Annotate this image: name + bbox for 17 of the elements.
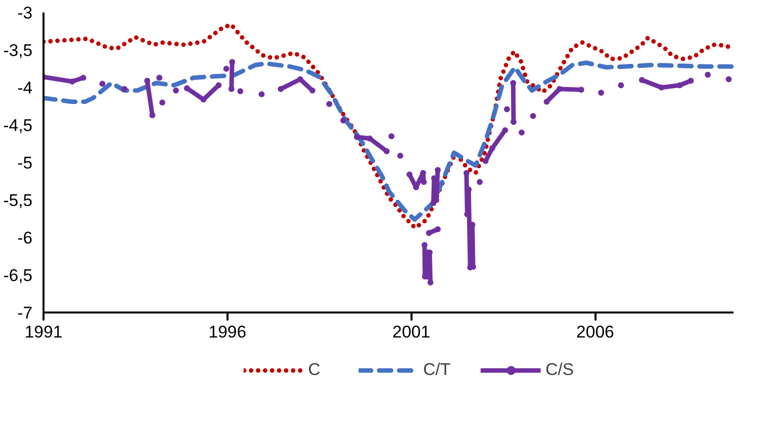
x-tick-label: 2006 (576, 322, 614, 342)
y-tick-label: -5,5 (3, 191, 33, 210)
legend-label: C/T (423, 360, 451, 380)
x-tick-label: 1991 (24, 322, 62, 342)
y-tick-label: -7 (17, 304, 33, 322)
legend-label: C/S (546, 360, 574, 380)
y-tick-label: -3,5 (3, 41, 33, 60)
y-tick-label: -4 (17, 78, 33, 98)
y-tick-label: -6,5 (3, 266, 33, 285)
x-tick-label: 1996 (208, 322, 246, 342)
y-tick-label: -3 (17, 4, 33, 22)
y-tick-label: -4,5 (3, 116, 33, 135)
legend-label: C (308, 360, 322, 380)
line-series (44, 60, 734, 222)
y-tick-label: -6 (17, 228, 33, 248)
y-tick-label: -5 (17, 154, 33, 172)
x-tick-label: 2001 (392, 322, 430, 342)
